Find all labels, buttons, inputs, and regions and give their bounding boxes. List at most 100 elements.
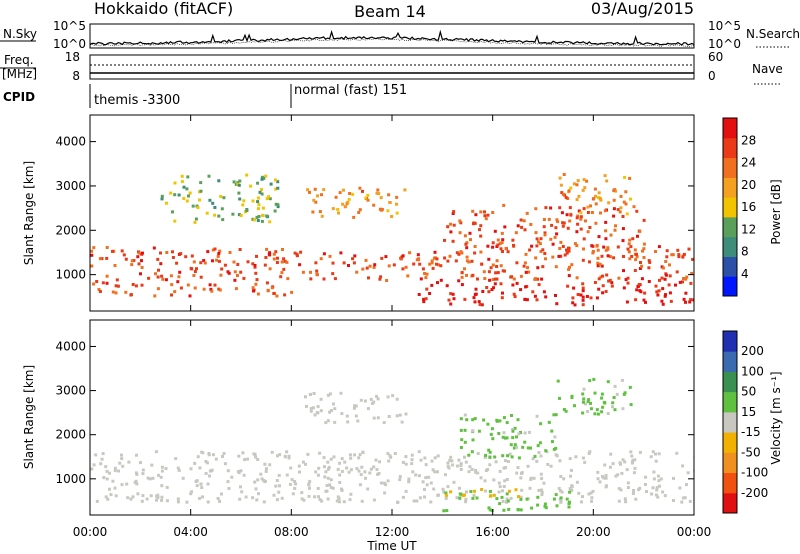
power-cell [630,255,634,258]
power-cell [675,270,679,274]
power-cell [488,278,492,282]
velocity-cell [537,488,541,492]
power-cell [465,259,469,263]
power-cell [205,211,209,215]
velocity-cell [268,463,272,467]
power-cell [213,283,217,287]
power-cell [584,219,587,223]
power-cell [561,224,565,228]
power-cell [597,287,601,291]
power-cell [604,290,608,293]
velocity-cell [587,398,591,402]
power-cell [160,274,164,278]
velocity-cell [449,455,453,459]
velocity-cell [304,395,307,399]
velocity-cell [445,509,449,513]
power-cell [569,186,573,190]
power-cell [632,205,636,209]
velocity-colorbar-swatch [723,432,737,453]
velocity-cell [620,471,624,475]
power-cell [316,194,319,198]
power-cell [258,190,262,194]
velocity-cell [498,502,502,506]
velocity-cell [486,468,490,471]
power-cell [268,267,272,271]
power-cell [491,245,495,249]
power-cell [387,264,391,268]
power-cell [487,290,491,294]
velocity-cell [387,415,391,418]
velocity-cell [504,500,508,504]
power-cell [473,251,477,255]
velocity-cell [221,455,224,458]
velocity-cell [681,464,685,468]
velocity-cell [324,421,328,425]
power-cell [256,181,260,185]
power-cell [681,255,685,259]
power-cell [667,283,671,287]
power-cell [455,251,459,255]
power-cell [684,291,688,295]
velocity-cell [617,499,621,503]
velocity-data [90,377,694,513]
velocity-cell [506,499,510,503]
power-cell [682,252,686,256]
velocity-cell [339,391,343,395]
velocity-cell [99,462,103,466]
nave-label: Nave [752,62,783,76]
velocity-cell [543,502,547,506]
power-cell [445,284,449,288]
velocity-cell [501,499,505,503]
power-cell [524,270,528,274]
velocity-cell [308,392,312,396]
power-cell [251,286,255,290]
power-cell [576,222,580,226]
power-cell [529,223,533,226]
power-cell [526,266,529,270]
power-cell [664,293,667,297]
power-cell [581,295,585,299]
velocity-cell [216,497,220,500]
power-colorbar-tick: 16 [741,200,756,214]
velocity-cell [654,459,658,463]
velocity-cell [395,397,399,401]
velocity-cell [614,474,618,478]
power-cell [261,206,265,210]
power-cell [387,193,391,197]
velocity-cell [400,420,404,424]
velocity-cell [476,471,480,475]
power-cell [459,250,463,254]
velocity-cell [483,455,487,459]
power-cell [555,232,559,236]
power-cell [130,259,134,263]
nsky-label: N.Sky [3,27,37,41]
velocity-cell [507,489,511,493]
velocity-cell [512,446,516,450]
velocity-cell [398,475,402,479]
velocity-cell [554,413,558,417]
power-cell [95,280,99,283]
velocity-cell [199,482,203,486]
velocity-cell [376,416,380,420]
power-cell [483,277,487,280]
power-cell [122,253,126,257]
power-cell [634,258,638,262]
power-cell [561,245,565,248]
power-cell [576,293,580,296]
velocity-cell [193,461,197,465]
power-cell [575,230,579,234]
power-cell [465,246,469,250]
velocity-cell [404,455,408,459]
power-cell [604,220,608,224]
velocity-cell [359,398,363,402]
velocity-cell [349,456,353,460]
power-cell [190,254,194,258]
velocity-cell [386,479,390,483]
velocity-cell [105,469,109,473]
velocity-cell [288,482,292,486]
power-cell [597,235,601,239]
power-cell [435,262,438,266]
velocity-cell [502,431,506,435]
power-cell [559,254,563,258]
velocity-cell [372,416,376,420]
